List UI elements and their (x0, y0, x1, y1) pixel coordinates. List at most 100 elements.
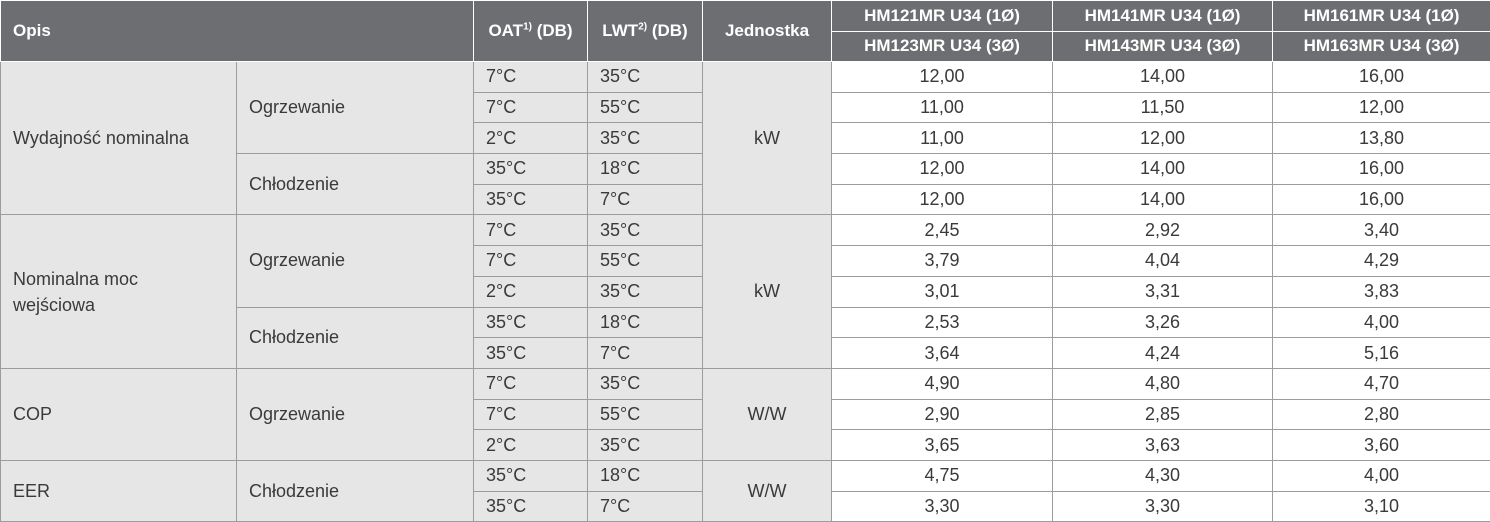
lwt-cell: 35°C (587, 122, 704, 155)
table-row: 2°C 35°C 3,01 3,31 3,83 (1, 275, 1490, 308)
lwt-cell: 35°C (587, 429, 704, 461)
value-cell: 11,50 (1052, 91, 1274, 124)
table-row: 2°C 35°C 11,00 12,00 13,80 (1, 122, 1490, 155)
model-name: HM163MR U34 (3Ø) (1272, 30, 1490, 62)
lwt-cell: 55°C (587, 245, 704, 277)
oat-cell: 35°C (473, 183, 589, 216)
value-cell: 2,45 (831, 214, 1054, 247)
table-row: Wydajność nominalna Ogrzewanie 7°C 35°C kW 12… (0, 60, 1490, 216)
table-row: COP Ogrzewanie 7°C 35°C W/W 4,90 4,80 4,70 (0, 367, 1490, 461)
value-cell: 3,26 (1052, 306, 1274, 339)
lwt-cell: 55°C (587, 398, 704, 431)
value-cell: 2,80 (1272, 398, 1490, 431)
model-name: HM123MR U34 (3Ø) (831, 30, 1054, 62)
value-cell: 16,00 (1272, 153, 1490, 185)
unit-cell: kW (702, 214, 833, 369)
mode-label: Chłodzenie (235, 153, 475, 216)
oat-cell: 35°C (473, 306, 589, 339)
value-cell: 3,10 (1272, 490, 1490, 522)
header-cell: Jednostka (702, 0, 833, 62)
model-name: HM121MR U34 (1Ø) (831, 0, 1054, 32)
footnote-mark: 1) (523, 21, 532, 33)
value-cell: 16,00 (1272, 61, 1490, 93)
value-cell: 4,90 (831, 367, 1054, 400)
value-cell: 3,30 (1052, 490, 1274, 522)
model-name: HM143MR U34 (3Ø) (1052, 30, 1274, 62)
table-row: EER Chłodzenie 35°C 18°C W/W 4,75 4,30 4,00 (0, 459, 1490, 522)
value-cell: 3,40 (1272, 214, 1490, 247)
oat-cell: 35°C (473, 337, 589, 369)
mode-label: Ogrzewanie (235, 60, 475, 155)
oat-cell: 7°C (473, 214, 589, 247)
value-cell: 14,00 (1052, 153, 1274, 185)
table-row: Chłodzenie 35°C 18°C 12,00 14,00 16,00 (1, 153, 1490, 216)
header-suffix: (DB) (651, 21, 688, 40)
value-cell: 16,00 (1272, 183, 1490, 216)
lwt-cell: 35°C (587, 367, 704, 400)
table-body: Wydajność nominalna Ogrzewanie 7°C 35°C kW 12… (0, 60, 1490, 522)
value-cell: 14,00 (1052, 61, 1274, 93)
oat-cell: 2°C (473, 122, 589, 155)
oat-cell: 2°C (473, 275, 589, 308)
value-cell: 3,79 (831, 245, 1054, 277)
table-row: 7°C 55°C 2,90 2,85 2,80 (1, 398, 1490, 431)
value-cell: 4,04 (1052, 245, 1274, 277)
lwt-cell: 7°C (587, 490, 704, 522)
lwt-cell: 7°C (587, 183, 704, 216)
value-cell: 4,00 (1272, 459, 1490, 492)
lwt-cell: 35°C (587, 275, 704, 308)
table-row: Chłodzenie 35°C 18°C 2,53 3,26 4,00 (1, 306, 1490, 369)
value-cell: 12,00 (831, 61, 1054, 93)
value-cell: 2,53 (831, 306, 1054, 339)
header-row: HM123MR U34 (3Ø) HM143MR U34 (3Ø) HM163MR … (1, 30, 1490, 62)
value-cell: 2,90 (831, 398, 1054, 431)
value-cell: 3,31 (1052, 275, 1274, 308)
table-header: Opis OAT1) (DB) LWT2) (DB) Jednostka HM121MR… (0, 0, 1490, 62)
lwt-cell: 18°C (587, 153, 704, 185)
header-suffix: (DB) (536, 21, 573, 40)
table-row: Nominalna moc wejściowa Ogrzewanie 7°C 35°C… (0, 214, 1490, 369)
value-cell: 4,70 (1272, 367, 1490, 400)
footnote-mark: 2) (638, 21, 648, 33)
value-cell: 12,00 (831, 183, 1054, 216)
oat-cell: 7°C (473, 61, 589, 93)
table-row: 7°C 55°C 3,79 4,04 4,29 (1, 245, 1490, 277)
value-cell: 13,80 (1272, 122, 1490, 155)
model-name: HM161MR U34 (1Ø) (1272, 0, 1490, 32)
oat-cell: 35°C (473, 459, 589, 492)
value-cell: 4,80 (1052, 367, 1274, 400)
value-cell: 12,00 (1272, 91, 1490, 124)
header-row: Opis OAT1) (DB) LWT2) (DB) Jednostka HM121MR… (0, 0, 1490, 62)
value-cell: 4,30 (1052, 459, 1274, 492)
value-cell: 4,00 (1272, 306, 1490, 339)
value-cell: 4,24 (1052, 337, 1274, 369)
unit-cell: W/W (702, 367, 833, 461)
value-cell: 14,00 (1052, 183, 1274, 216)
unit-cell: W/W (702, 459, 833, 522)
model-name: HM141MR U34 (1Ø) (1052, 0, 1274, 32)
value-cell: 11,00 (831, 91, 1054, 124)
value-cell: 12,00 (1052, 122, 1274, 155)
lwt-cell: 18°C (587, 306, 704, 339)
lwt-cell: 7°C (587, 337, 704, 369)
group-label: Wydajność nominalna (0, 60, 237, 216)
value-cell: 3,63 (1052, 429, 1274, 461)
lwt-cell: 18°C (587, 459, 704, 492)
mode-label: Ogrzewanie (235, 214, 475, 308)
lwt-cell: 55°C (587, 91, 704, 124)
value-cell: 4,75 (831, 459, 1054, 492)
group-label: EER (0, 459, 237, 522)
header-cell: Opis (0, 0, 475, 62)
value-cell: 3,65 (831, 429, 1054, 461)
group-label: Nominalna moc wejściowa (0, 214, 237, 369)
value-cell: 3,83 (1272, 275, 1490, 308)
table-row: 7°C 55°C 11,00 11,50 12,00 (1, 91, 1490, 124)
value-cell: 11,00 (831, 122, 1054, 155)
oat-cell: 7°C (473, 245, 589, 277)
value-cell: 3,30 (831, 490, 1054, 522)
header-text: LWT (602, 21, 639, 40)
value-cell: 3,64 (831, 337, 1054, 369)
